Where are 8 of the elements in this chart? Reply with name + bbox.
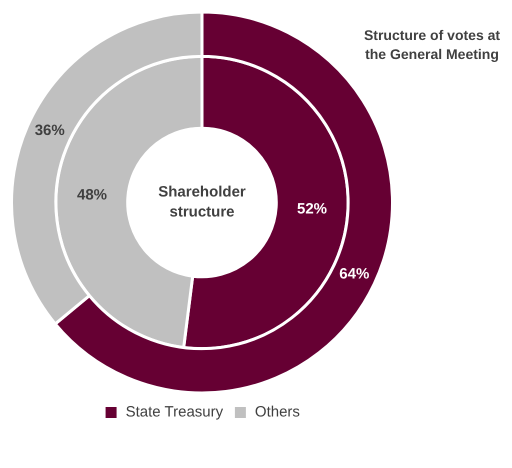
legend-label: State Treasury [126, 404, 224, 421]
legend-label: Others [254, 404, 300, 421]
data-label: 36% [34, 122, 65, 139]
slice-label: Structure of votes at the General Meeting [364, 26, 500, 62]
data-label: 64% [339, 265, 370, 282]
data-label: 52% [296, 200, 328, 218]
slice-label: Shareholder structure [158, 184, 246, 221]
data-label: 48% [76, 186, 108, 204]
